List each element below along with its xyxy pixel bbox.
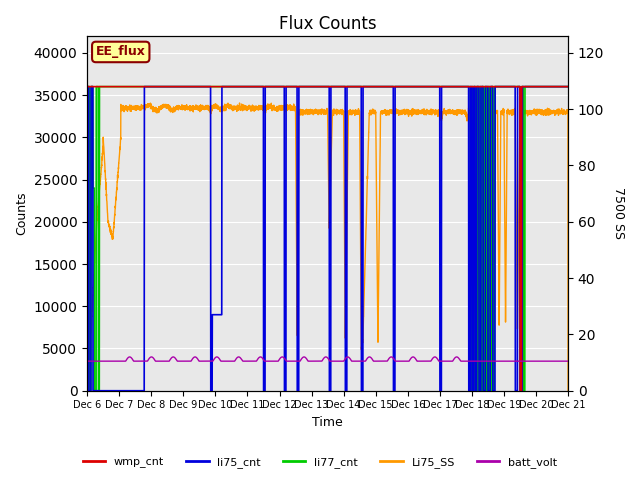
Text: EE_flux: EE_flux — [96, 46, 146, 59]
Title: Flux Counts: Flux Counts — [279, 15, 376, 33]
Y-axis label: Counts: Counts — [15, 192, 28, 235]
X-axis label: Time: Time — [312, 416, 343, 429]
Y-axis label: 7500 SS: 7500 SS — [612, 187, 625, 240]
Legend: wmp_cnt, li75_cnt, li77_cnt, Li75_SS, batt_volt: wmp_cnt, li75_cnt, li77_cnt, Li75_SS, ba… — [78, 452, 562, 472]
